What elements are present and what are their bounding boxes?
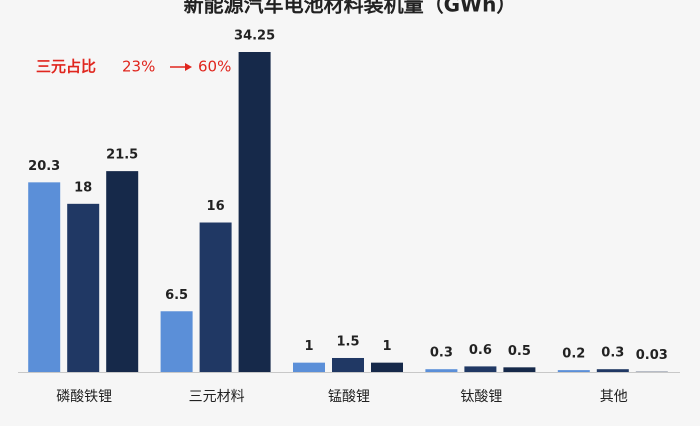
annotation: 60% [198, 58, 231, 76]
bar [293, 362, 325, 372]
bar [199, 222, 232, 372]
value-label: 6.5 [165, 288, 188, 303]
x-tick-label: 磷酸铁锂 [56, 389, 112, 405]
value-label: 1.5 [336, 334, 359, 349]
bar [371, 362, 403, 372]
value-label: 34.25 [234, 29, 275, 44]
bar [503, 367, 536, 372]
value-label: 0.3 [601, 346, 624, 361]
value-label: 1 [304, 339, 313, 354]
bar [332, 357, 364, 372]
bar [596, 369, 629, 372]
annotation: 三元占比 [36, 58, 96, 76]
x-tick-label: 钛酸锂 [460, 389, 502, 405]
value-label: 18 [74, 180, 92, 195]
x-tick-label: 锰酸锂 [328, 389, 370, 405]
bar [28, 182, 61, 372]
x-tick-label: 其他 [600, 389, 628, 405]
value-label: 20.3 [28, 159, 60, 174]
x-tick-label: 三元材料 [189, 389, 245, 405]
value-label: 0.6 [469, 343, 492, 358]
value-label: 16 [207, 199, 225, 214]
value-label: 21.5 [106, 148, 138, 163]
bar [238, 52, 271, 372]
bar [67, 203, 100, 372]
value-label: 0.3 [430, 346, 453, 361]
value-label: 0.5 [508, 344, 531, 359]
bar [464, 366, 497, 372]
bar [425, 369, 458, 372]
value-label: 0.2 [562, 347, 585, 362]
chart-title: 新能源汽车电池材料装机量（GWh） [184, 0, 517, 17]
value-label: 0.03 [636, 348, 668, 363]
bar [160, 311, 193, 372]
arrow-head [185, 63, 192, 71]
value-label: 1 [382, 339, 391, 354]
bar [106, 171, 139, 372]
annotation: 23% [122, 58, 155, 76]
bar [557, 370, 590, 372]
